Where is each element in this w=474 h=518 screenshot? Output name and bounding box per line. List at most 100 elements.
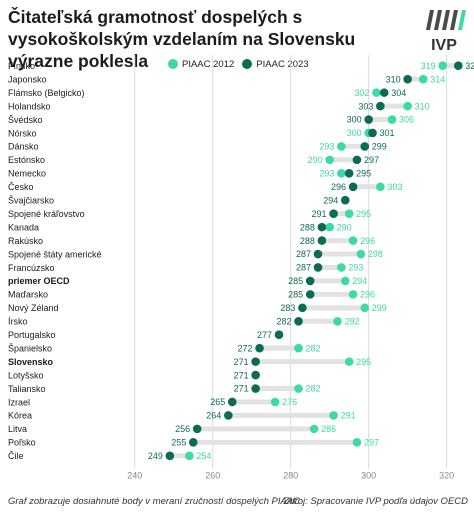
point-2012 (352, 438, 362, 447)
point-2012 (337, 142, 346, 151)
point-2023 (255, 343, 264, 353)
value-label-2012: 303 (387, 182, 402, 192)
value-label-2023: 271 (234, 357, 249, 367)
point-2012 (329, 411, 338, 420)
point-2023 (379, 88, 389, 97)
country-label: Írsko (8, 317, 28, 327)
country-label: Nemecko (8, 169, 46, 179)
country-label: Španielsko (8, 343, 52, 353)
point-2012 (418, 74, 428, 84)
point-2012 (356, 249, 366, 259)
value-label-2012: 302 (354, 88, 369, 98)
country-label: Lotyšsko (8, 370, 44, 380)
ivp-logo: IVP (420, 8, 468, 54)
value-label-2012: 292 (344, 316, 359, 326)
ivp-logo-icon: IVP (426, 10, 466, 54)
value-label-2023: 323 (465, 61, 474, 71)
value-label-2023: 303 (358, 101, 373, 111)
value-label-2012: 293 (319, 142, 334, 152)
point-2012 (294, 343, 303, 353)
country-label: Čile (8, 451, 24, 461)
value-label-2012: 286 (321, 424, 336, 434)
point-2023 (224, 411, 233, 420)
value-label-2023: 294 (323, 195, 338, 205)
point-2023 (364, 115, 373, 124)
value-label-2012: 310 (415, 101, 430, 111)
value-label-2012: 282 (306, 343, 321, 353)
country-label: Rakúsko (8, 236, 43, 246)
value-label-2023: 271 (234, 370, 249, 380)
value-label-2012: 297 (364, 438, 379, 448)
country-label: Švajčiarsko (8, 196, 54, 206)
point-2012 (185, 451, 194, 461)
point-2023 (317, 222, 327, 232)
point-2023 (274, 330, 284, 340)
point-2012 (294, 384, 303, 393)
legend-item-2023: PIAAC 2023 (242, 58, 309, 70)
value-label-2023: 271 (234, 384, 249, 394)
value-label-2012: 299 (372, 303, 387, 313)
value-label-2023: 288 (300, 222, 315, 232)
value-label-2023: 291 (312, 209, 327, 219)
value-label-2023: 272 (237, 343, 252, 353)
value-label-2012: 282 (306, 384, 321, 394)
x-tick-label: 260 (205, 471, 220, 481)
point-2023 (227, 397, 237, 407)
country-label: Nórsko (8, 128, 37, 138)
country-label: Česko (8, 182, 34, 192)
point-2012 (403, 101, 412, 111)
logo-text: IVP (431, 37, 457, 54)
legend-label-2023: PIAAC 2023 (256, 58, 309, 70)
country-label: Portugalsko (8, 330, 56, 340)
point-2012 (376, 182, 385, 192)
value-label-2023: 285 (288, 290, 303, 300)
value-label-2012: 314 (430, 74, 445, 84)
point-2023 (376, 101, 385, 111)
value-label-2012: 296 (360, 290, 375, 300)
point-2012 (337, 169, 346, 178)
country-label: Poľsko (8, 438, 36, 448)
footer-note: Graf zobrazuje dosiahnuté body v meraní … (8, 496, 301, 507)
point-2012 (372, 88, 381, 97)
country-label: Japonsko (8, 74, 47, 84)
point-2023 (298, 303, 307, 313)
country-label: Litva (8, 424, 27, 434)
point-2023 (313, 263, 323, 272)
point-2012 (325, 155, 334, 165)
point-2023 (348, 182, 358, 192)
value-label-2012: 295 (356, 209, 371, 219)
point-2023 (352, 155, 362, 165)
point-2012 (348, 290, 358, 299)
value-label-2023: 264 (206, 411, 221, 421)
dumbbell-chart: 240 260 280 300 320 Fínsko 319 323 Japonsko 310 31… (8, 55, 474, 481)
value-label-2023: 265 (210, 397, 225, 407)
legend: PIAAC 2012 PIAAC 2023 (168, 56, 317, 72)
value-label-2023: 282 (276, 316, 291, 326)
point-2023 (251, 370, 260, 380)
chart-title: Čitateľská gramotnosť dospelých s vysoko… (8, 7, 356, 71)
point-2012 (344, 209, 354, 218)
value-label-2012: 294 (352, 276, 367, 286)
point-2023 (313, 249, 323, 259)
point-2023 (403, 74, 412, 84)
point-2012 (333, 316, 342, 326)
point-2012 (348, 236, 358, 245)
x-tick-label: 240 (127, 471, 142, 481)
country-label: Spojené kráľovstvo (8, 209, 85, 219)
country-label: Flámsko (Belgicko) (8, 88, 85, 98)
point-2023 (305, 290, 315, 299)
point-2012 (344, 357, 354, 366)
x-tick-label: 320 (439, 471, 454, 481)
value-label-2023: 249 (148, 451, 163, 461)
country-label: Slovensko (8, 357, 54, 367)
x-tick-label: 300 (361, 471, 376, 481)
value-label-2012: 298 (368, 249, 383, 259)
value-label-2023: 300 (347, 115, 362, 125)
value-label-2023: 288 (300, 236, 315, 246)
legend-label-2012: PIAAC 2012 (182, 58, 235, 70)
point-2012 (340, 276, 350, 286)
point-2023 (294, 316, 303, 326)
value-label-2012: 293 (348, 263, 363, 273)
x-tick-label: 280 (283, 471, 298, 481)
point-2023 (360, 142, 370, 151)
